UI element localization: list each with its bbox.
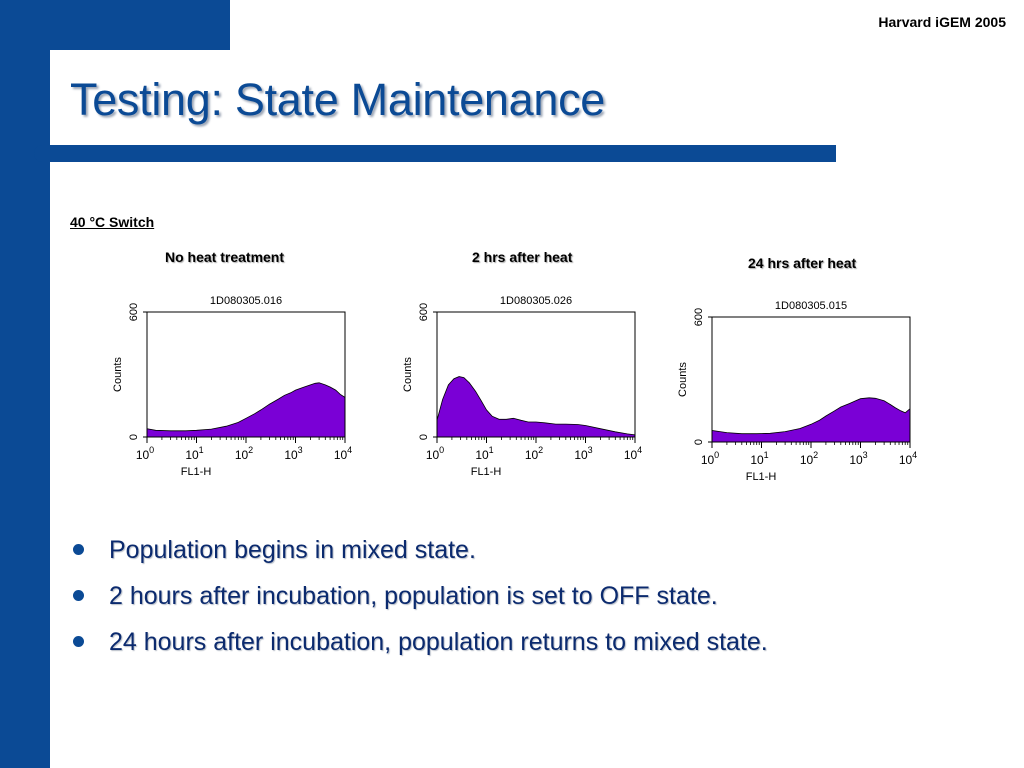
bullet-item: 2 hours after incubation, population is …: [70, 576, 768, 622]
bullet-dot-icon: [73, 590, 84, 601]
y-axis-label: Counts: [112, 357, 124, 392]
panel-label-2: 2 hrs after heat: [472, 249, 573, 265]
histogram-area: [711, 397, 911, 443]
histogram-no-heat: 1D080305.016 0 600 Counts 100 101 102 103 104 FL1…: [112, 295, 352, 478]
x-tick-label: 100: [701, 450, 719, 467]
bullet-dot-icon: [73, 636, 84, 647]
bullet-dot-icon: [73, 544, 84, 555]
panel-label-3: 24 hrs after heat: [748, 255, 857, 271]
histogram-2hrs-after-heat: 1D080305.026 0 600 Counts 100 101 102 103 104 FL1…: [402, 295, 642, 478]
panel-label-1: No heat treatment: [165, 249, 285, 265]
bullet-text: 24 hours after incubation, population re…: [109, 628, 768, 656]
x-tick-label: 102: [800, 450, 818, 467]
x-tick-label: 104: [899, 450, 917, 467]
y-tick-label: 600: [128, 303, 140, 321]
x-tick-label: 101: [475, 445, 493, 462]
chart-title: 1D080305.016: [210, 295, 282, 307]
x-tick-label: 104: [624, 445, 642, 462]
x-axis-label: FL1-H: [746, 471, 777, 483]
x-tick-label: 103: [284, 445, 302, 462]
x-tick-label: 102: [235, 445, 253, 462]
title-underline-bar: [34, 145, 836, 162]
bullet-item: 24 hours after incubation, population re…: [70, 622, 768, 668]
y-tick-label: 0: [693, 439, 705, 445]
x-tick-label: 101: [750, 450, 768, 467]
histogram-area: [436, 376, 636, 438]
x-tick-label: 102: [525, 445, 543, 462]
y-tick-label: 600: [693, 308, 705, 326]
bullet-list: Population begins in mixed state. 2 hour…: [70, 530, 768, 668]
histogram-24hrs-after-heat: 1D080305.015 0 600 Counts 100 101 102 103 104 FL1…: [677, 300, 917, 483]
x-tick-label: 103: [574, 445, 592, 462]
x-tick-label: 100: [136, 445, 154, 462]
section-label: 40 °C Switch: [70, 214, 155, 230]
slide-title: Testing: State Maintenance: [70, 74, 606, 125]
x-tick-label: 104: [334, 445, 352, 462]
chart-title: 1D080305.026: [500, 295, 572, 307]
y-axis-label: Counts: [402, 357, 414, 392]
y-tick-label: 0: [128, 434, 140, 440]
x-tick-label: 101: [185, 445, 203, 462]
x-axis-label: FL1-H: [471, 466, 502, 478]
y-axis-label: Counts: [677, 362, 689, 397]
chart-title: 1D080305.015: [775, 300, 847, 312]
y-tick-label: 600: [418, 303, 430, 321]
bullet-text: Population begins in mixed state.: [109, 536, 476, 564]
x-tick-label: 103: [849, 450, 867, 467]
x-axis-label: FL1-H: [181, 466, 212, 478]
x-tick-label: 100: [426, 445, 444, 462]
bullet-text: 2 hours after incubation, population is …: [109, 582, 718, 610]
histogram-area: [146, 382, 346, 438]
y-tick-label: 0: [418, 434, 430, 440]
top-accent-block: [0, 0, 230, 50]
bullet-item: Population begins in mixed state.: [70, 530, 768, 576]
org-label: Harvard iGEM 2005: [878, 14, 1006, 30]
left-accent-bar: [0, 0, 50, 768]
